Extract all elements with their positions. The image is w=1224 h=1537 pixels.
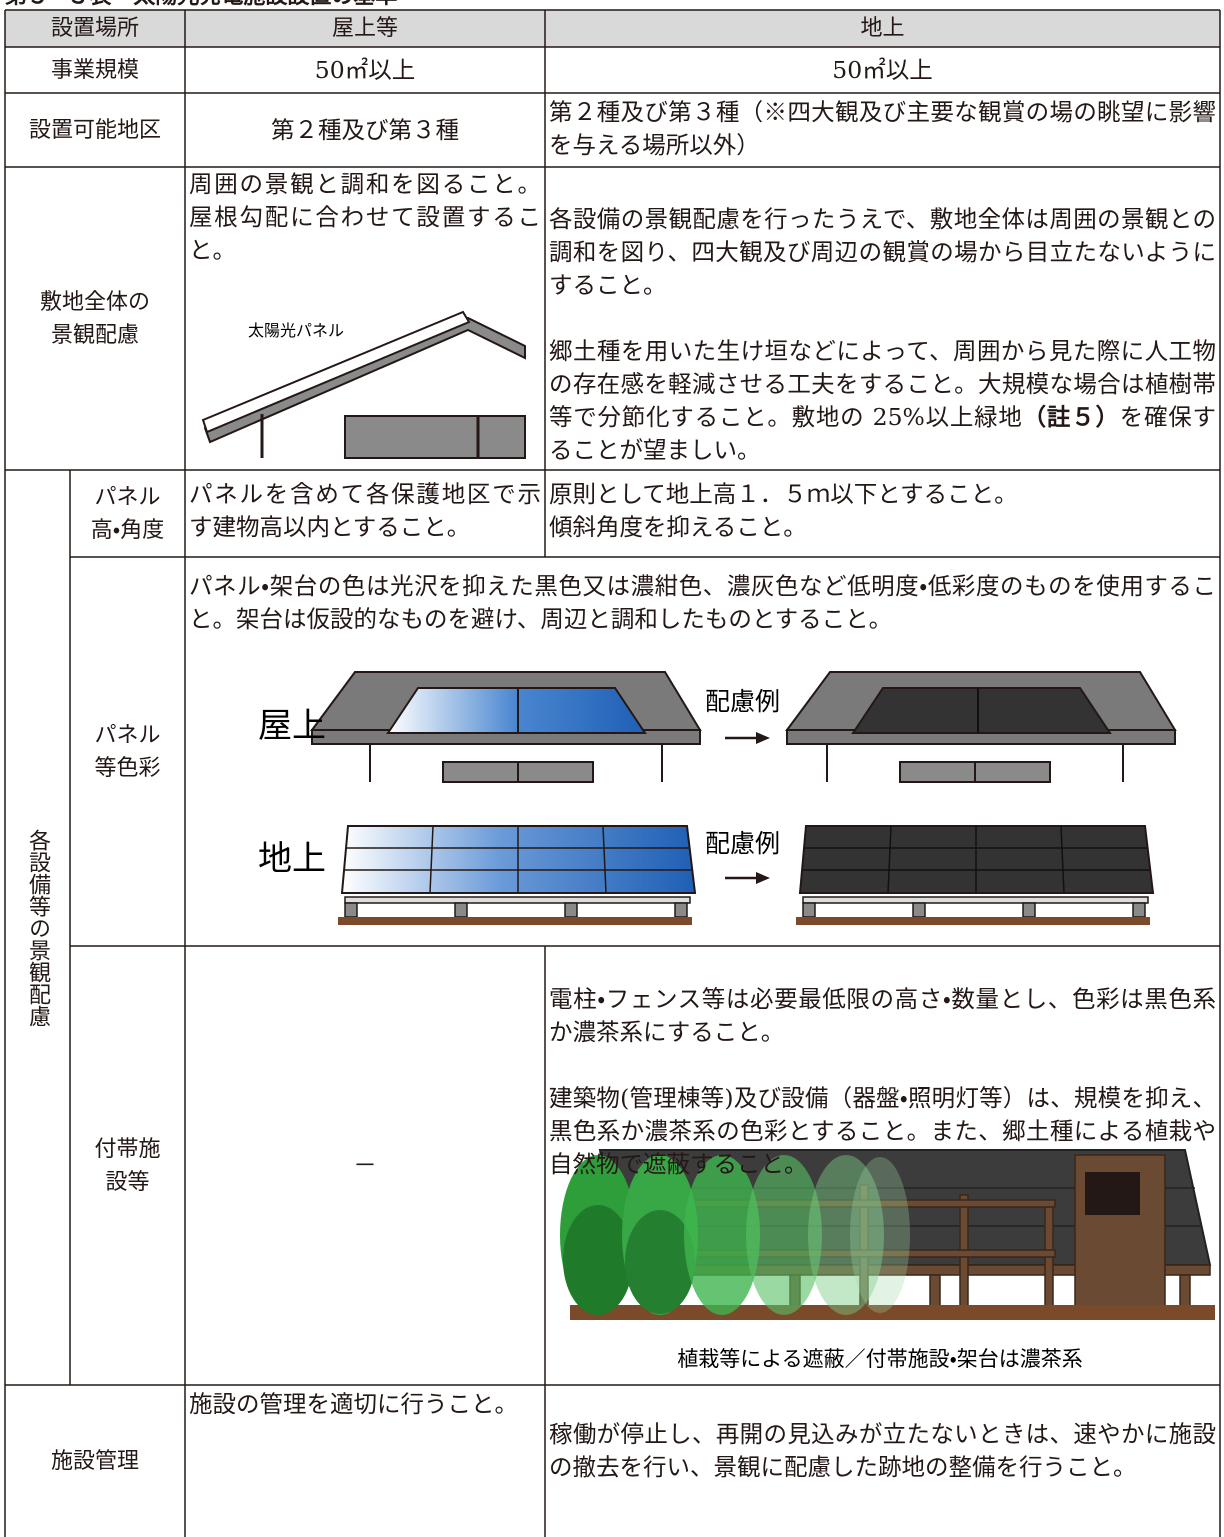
cell: 50㎡以上 (832, 55, 933, 84)
cell: 施設の管理を適切に行うこと。 (189, 1390, 518, 1418)
cell: 原則として地上高１．５ｍ以下とすること。 傾斜角度を抑えること。 (549, 480, 1018, 541)
row-label: 敷地全体の 景観配慮 (39, 289, 150, 348)
group-label: 各設備等の景観配慮 (25, 828, 50, 1027)
cell-text: 電柱・フェンス等は必要最低限の高さ・数量とし、色彩は黒色系か濃茶系にすること。 … (545, 950, 1220, 1214)
text: 郷土種を用いた生け垣などによって、周囲から見た際に人工物の存在感を軽減させる工夫… (549, 337, 1216, 431)
figure-label: 屋上 (258, 706, 326, 746)
cell: 稼働が停止し、再開の見込みが立たないときは、速やかに施設の撤去を行い、景観に配慮… (549, 1420, 1216, 1481)
facility-illustration (560, 1149, 1215, 1320)
row-label: 施設管理 (50, 1448, 139, 1474)
ground-panel-before (338, 825, 697, 925)
paragraph: 建築物(管理棟等)及び設備（器盤・照明灯等）は、規模を抑え、黒色系か濃茶系の色彩… (549, 1084, 1216, 1178)
cell: － (353, 1151, 377, 1179)
row-label: パネル 高・角度 (90, 484, 165, 543)
cell: パネルを含めて各保護地区で示す建物高以内とすること。 (189, 480, 541, 541)
figure-caption: 植栽等による遮蔽／付帯施設・架台は濃茶系 (677, 1347, 1083, 1371)
figure-label: 配慮例 (705, 829, 780, 858)
cell: パネル・架台の色は光沢を抑えた黒色又は濃紺色、濃灰色など低明度・低彩度のものを使… (189, 572, 1216, 633)
cell: 第２種及び第３種（※四大観及び主要な観賞の場の眺望に影響を与える場所以外） (549, 98, 1216, 159)
cell: 50㎡以上 (314, 55, 416, 84)
rooftop-panel-after (785, 671, 1177, 783)
row-label: 設置可能地区 (28, 117, 161, 143)
cell-text: 各設備の景観配慮を行ったうえで、敷地全体は周囲の景観との調和を図り、四大観及び周… (545, 170, 1220, 500)
grid (4, 9, 1221, 1537)
row-label: 事業規模 (50, 57, 139, 83)
text: を確保することが望ましい。 (549, 403, 1217, 464)
figure-label: 太陽光パネル (248, 321, 344, 340)
cell: 第２種及び第３種 (271, 115, 459, 144)
paragraph: 電柱・フェンス等は必要最低限の高さ・数量とし、色彩は黒色系か濃茶系にすること。 (549, 985, 1216, 1046)
header-bg (5, 10, 1220, 47)
arrows (725, 732, 770, 884)
row-label: パネル 等色彩 (94, 722, 161, 781)
cell: 周囲の景観と調和を図ること。屋根勾配に合わせて設置すること。 (189, 170, 541, 264)
figure-label: 配慮例 (705, 687, 780, 716)
figure-label: 地上 (258, 839, 326, 879)
roof-illustration (201, 310, 526, 459)
header-cell: 屋上等 (331, 16, 398, 41)
title: 第５−３表 太陽光発電施設設置の基準 (5, 0, 397, 13)
ground-panel-after (796, 825, 1155, 925)
rooftop-panel-before (310, 671, 702, 783)
header-cell: 地上 (860, 16, 905, 41)
paragraph: 各設備の景観配慮を行ったうえで、敷地全体は周囲の景観との調和を図り、四大観及び周… (549, 205, 1216, 299)
note: （註５） (1022, 403, 1120, 431)
row-label: 付帯施 設等 (94, 1136, 161, 1195)
paragraph: 郷土種を用いた生け垣などによって、周囲から見た際に人工物の存在感を軽減させる工夫… (549, 335, 1216, 467)
header-cell: 設置場所 (50, 16, 139, 41)
